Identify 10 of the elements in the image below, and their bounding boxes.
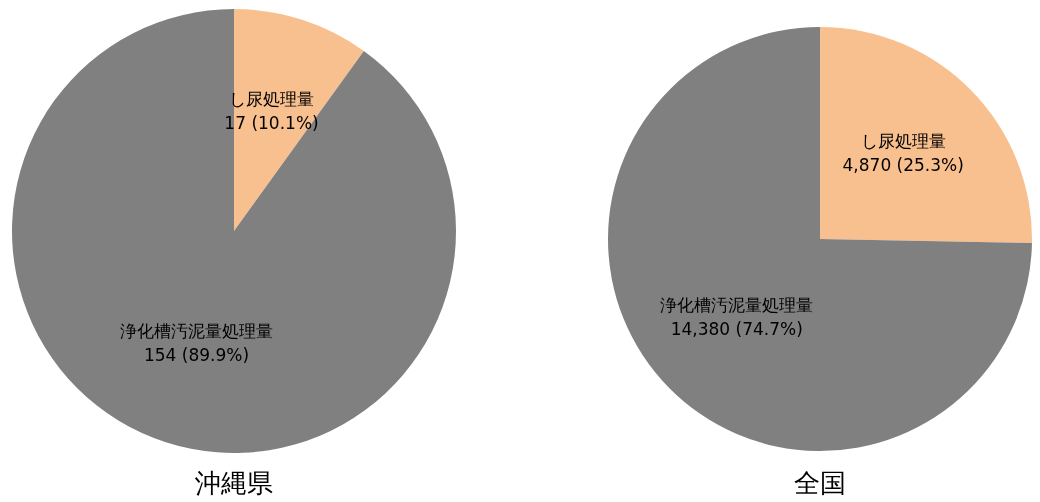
slice-label: し尿処理量: [860, 131, 946, 152]
data-label: 154 (89.9%): [143, 345, 250, 366]
data-label: 17 (10.1%): [224, 112, 319, 133]
slice-label: 浄化槽汚泥量処理量: [119, 321, 273, 342]
slice-label: 浄化槽汚泥量処理量: [660, 294, 814, 315]
data-label: 4,870 (25.3%): [842, 155, 964, 176]
data-label: 14,380 (74.7%): [670, 318, 803, 339]
text: 全国: [794, 468, 846, 498]
slice-label: し尿処理量: [229, 88, 315, 109]
text: 沖縄県: [195, 468, 273, 498]
